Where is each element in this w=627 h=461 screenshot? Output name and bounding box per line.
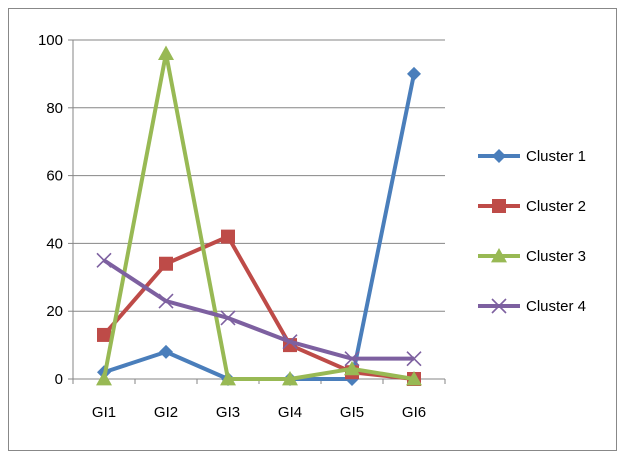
series-4 — [96, 252, 422, 367]
y-tick-label: 0 — [55, 371, 63, 388]
data-point — [406, 351, 422, 367]
data-point — [407, 66, 421, 81]
y-tick-label: 20 — [46, 303, 63, 320]
legend: Cluster 1 Cluster 2 Cluster 3 Cluster 4 — [478, 148, 586, 315]
legend-marker — [491, 248, 507, 263]
data-point — [221, 229, 235, 244]
series-line — [102, 51, 415, 381]
data-point — [96, 371, 112, 386]
data-point — [344, 351, 360, 367]
series-2 — [97, 229, 421, 386]
x-tick-label: GI6 — [402, 404, 426, 421]
legend-item: Cluster 3 — [478, 248, 586, 265]
x-tick-label: GI3 — [216, 404, 240, 421]
legend-label: Cluster 1 — [526, 148, 586, 165]
legend-item: Cluster 4 — [478, 298, 586, 315]
x-tick-label: GI4 — [278, 404, 302, 421]
series-3 — [96, 45, 422, 386]
x-tick-label: GI5 — [340, 404, 364, 421]
series-line — [102, 258, 414, 361]
y-tick-label: 100 — [38, 32, 63, 49]
data-point — [159, 256, 173, 271]
legend-marker — [491, 298, 507, 314]
data-point — [344, 360, 360, 376]
axes: 0 20 40 60 80 100 GI1 GI2 GI3 GI4 GI5 GI6 — [38, 32, 446, 421]
legend-marker — [492, 149, 506, 163]
data-point — [282, 334, 298, 350]
gridlines — [73, 39, 445, 312]
legend-label: Cluster 3 — [526, 248, 586, 265]
x-tick-label: GI1 — [92, 404, 116, 421]
series-1 — [97, 66, 421, 386]
legend-marker — [492, 199, 506, 213]
y-tick-label: 60 — [46, 168, 63, 185]
data-point — [159, 344, 173, 359]
data-point — [97, 327, 111, 342]
y-tick-label: 80 — [46, 100, 63, 117]
data-point — [220, 371, 236, 386]
series-line — [102, 234, 415, 381]
y-tick-label: 40 — [46, 235, 63, 252]
data-point — [406, 371, 422, 386]
legend-label: Cluster 4 — [526, 298, 586, 315]
data-point — [220, 310, 236, 326]
series — [96, 45, 422, 386]
x-tick-label: GI2 — [154, 404, 178, 421]
data-point — [158, 293, 174, 309]
legend-item: Cluster 1 — [478, 148, 586, 165]
series-line — [103, 73, 416, 381]
legend-item: Cluster 2 — [478, 198, 586, 215]
data-point — [282, 371, 298, 386]
data-point — [158, 45, 174, 60]
legend-label: Cluster 2 — [526, 198, 586, 215]
data-point — [96, 252, 112, 268]
